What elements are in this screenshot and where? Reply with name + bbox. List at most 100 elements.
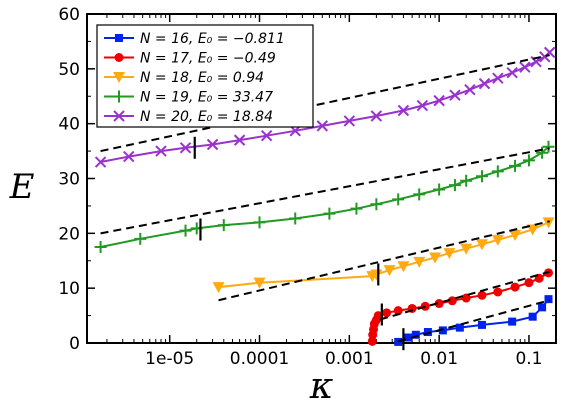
- y-tick-label: 10: [58, 279, 80, 299]
- legend-entry-4: N = 19, E₀ = 33.47: [140, 90, 273, 106]
- series-line: [397, 298, 550, 343]
- legend-swatch-marker: [115, 34, 123, 42]
- data-point: [506, 66, 518, 79]
- x-tick-label: 0.01: [420, 349, 458, 369]
- legend-entry-2: N = 17, E₀ = −0.49: [140, 51, 276, 67]
- legend: N = 16, E₀ = −0.811 N = 17, E₀ = −0.49 N =…: [96, 24, 314, 128]
- data-point: [253, 216, 266, 229]
- data-point: [397, 104, 410, 117]
- data-point: [538, 303, 547, 312]
- data-point: [493, 287, 503, 297]
- series-4: [94, 140, 555, 254]
- legend-swatch-marker: [113, 90, 125, 103]
- data-point: [94, 241, 107, 254]
- data-point: [443, 248, 456, 260]
- data-point: [382, 308, 392, 318]
- data-point: [438, 326, 447, 335]
- data-point: [524, 278, 534, 288]
- data-point: [455, 323, 464, 332]
- data-point: [134, 232, 147, 245]
- data-point: [528, 312, 537, 321]
- data-point: [94, 156, 107, 168]
- data-point: [253, 277, 266, 289]
- fit-line: [100, 54, 550, 153]
- x-axis-label: κ: [309, 366, 334, 406]
- data-point: [460, 243, 473, 255]
- data-point: [447, 296, 457, 306]
- data-point: [217, 219, 230, 232]
- data-point: [179, 224, 192, 237]
- data-point: [522, 154, 535, 167]
- data-point: [492, 72, 504, 84]
- series-5: [94, 46, 556, 168]
- data-point: [519, 61, 531, 73]
- series-3: [212, 217, 555, 294]
- data-point: [411, 330, 420, 339]
- data-point: [212, 282, 225, 294]
- data-point: [544, 295, 553, 304]
- data-point: [509, 159, 522, 172]
- data-point: [260, 130, 273, 142]
- legend-swatch-marker: [113, 72, 125, 83]
- data-point: [530, 55, 542, 68]
- data-point: [477, 290, 487, 300]
- legend-entry-3: N = 18, E₀ = 0.94: [140, 70, 264, 86]
- data-point: [476, 170, 489, 183]
- data-point: [123, 150, 135, 163]
- x-tick-label: 0.1: [515, 349, 542, 369]
- data-point: [233, 134, 246, 146]
- data-point: [542, 140, 555, 153]
- data-point: [155, 145, 167, 157]
- data-point: [536, 146, 549, 159]
- data-point: [433, 183, 446, 196]
- y-tick-label: 40: [58, 115, 80, 135]
- legend-swatch-marker: [113, 110, 125, 122]
- data-point: [429, 252, 442, 264]
- data-point: [434, 299, 444, 309]
- data-point: [350, 202, 363, 215]
- y-tick-label: 0: [69, 334, 80, 354]
- fit-line: [379, 270, 550, 321]
- data-point: [393, 306, 403, 316]
- data-point: [404, 333, 413, 342]
- data-point: [478, 320, 487, 329]
- data-point: [416, 99, 429, 112]
- data-point: [420, 301, 430, 311]
- data-point: [323, 207, 336, 220]
- data-point: [464, 83, 476, 96]
- data-point: [343, 115, 356, 127]
- data-point: [461, 293, 471, 303]
- data-point: [394, 337, 403, 346]
- x-tick-label: 0.0001: [230, 349, 289, 369]
- legend-entry-5: N = 20, E₀ = 18.84: [140, 109, 273, 125]
- data-point: [491, 165, 504, 178]
- data-point: [526, 224, 539, 236]
- data-point: [510, 282, 520, 292]
- data-point: [423, 328, 432, 337]
- series-1: [394, 295, 553, 346]
- data-point: [397, 261, 410, 273]
- y-tick-label: 20: [58, 224, 80, 244]
- y-tick-label: 60: [58, 5, 80, 25]
- data-point: [449, 89, 461, 101]
- data-point: [316, 120, 329, 132]
- data-point: [460, 174, 473, 187]
- data-point: [383, 265, 396, 277]
- fit-line: [397, 299, 550, 343]
- fit-line: [218, 220, 550, 302]
- data-point: [433, 94, 445, 107]
- data-point: [370, 198, 383, 211]
- data-point: [179, 142, 192, 154]
- x-tick-label: 1e-05: [145, 349, 194, 369]
- data-point: [289, 212, 302, 225]
- data-point: [206, 138, 219, 151]
- y-tick-label: 50: [58, 60, 80, 80]
- data-point: [392, 193, 405, 206]
- data-point: [413, 256, 426, 268]
- legend-entry-1: N = 16, E₀ = −0.811: [140, 31, 285, 47]
- series-line: [218, 221, 549, 289]
- data-point: [478, 77, 491, 90]
- x-tick-label: 0.001: [325, 349, 374, 369]
